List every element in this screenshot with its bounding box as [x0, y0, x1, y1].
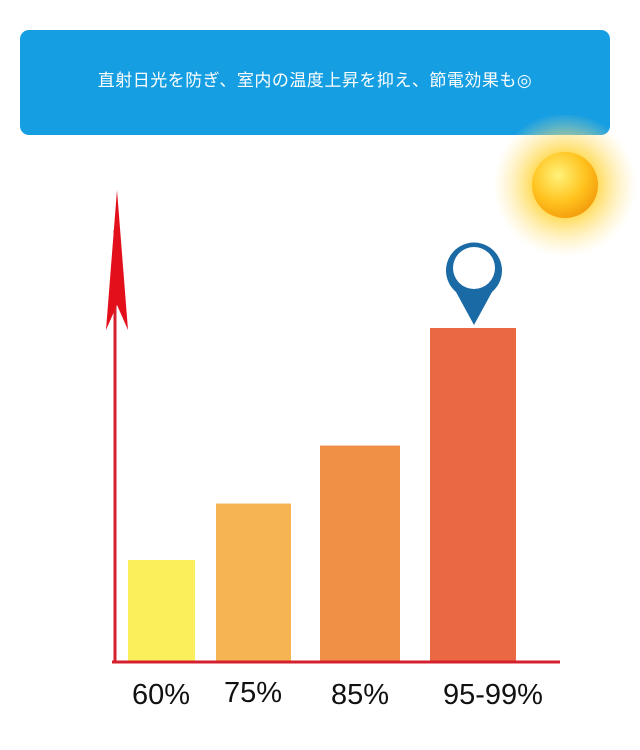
location-pin-icon	[446, 242, 503, 325]
tick-label-85: 85%	[331, 679, 389, 711]
tick-label-60: 60%	[132, 679, 190, 711]
tick-label-75: 75%	[224, 677, 282, 709]
bar-95-99	[430, 328, 516, 662]
y-axis-arrowhead	[106, 190, 128, 330]
bar-60	[128, 560, 195, 662]
tick-label-95-99: 95-99%	[443, 679, 543, 711]
headline-text: 直射日光を防ぎ、室内の温度上昇を抑え、節電効果も◎	[97, 71, 533, 91]
bar-85	[320, 445, 400, 662]
sun-icon	[493, 115, 637, 257]
bar-75	[216, 503, 291, 662]
headline-banner: 直射日光を防ぎ、室内の温度上昇を抑え、節電効果も◎	[20, 30, 610, 135]
